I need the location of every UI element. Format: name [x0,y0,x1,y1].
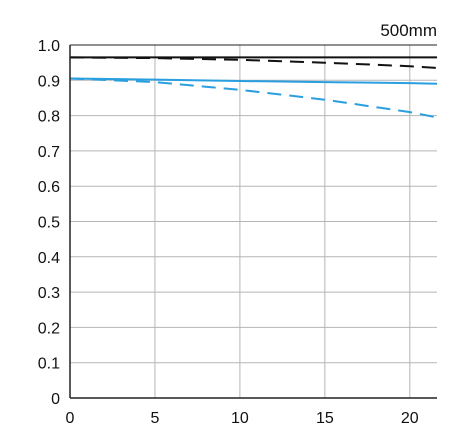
y-tick-label: 0.2 [38,320,60,337]
series-line-3 [69,77,438,85]
focal-length-label: 500mm [380,21,437,40]
grid-layer [70,44,437,398]
y-tick-label: 0.5 [38,215,60,232]
y-tick-label: 0 [51,391,60,408]
x-tick-label: 15 [316,410,334,427]
series-line-4 [69,77,438,119]
x-tick-label: 0 [66,410,75,427]
y-tick-label: 0.9 [38,73,60,90]
y-tick-label: 0.6 [38,179,60,196]
y-tick-label: 0.7 [38,144,60,161]
y-tick-label: 0.8 [38,109,60,126]
x-tick-label: 20 [401,410,419,427]
series-line-2 [69,56,438,69]
axis-layer: 0 0.1 0.2 0.3 0.4 0.5 0.6 0.7 0.8 0.9 1.0 0 5 10 15 20 [38,38,437,427]
y-tick-label: 1.0 [38,38,60,55]
y-tick-label: 0.1 [38,356,60,373]
y-tick-label: 0.4 [38,250,60,267]
y-tick-label: 0.3 [38,285,60,302]
x-tick-label: 5 [151,410,160,427]
x-tick-label: 10 [231,410,249,427]
series-layer [69,56,438,119]
